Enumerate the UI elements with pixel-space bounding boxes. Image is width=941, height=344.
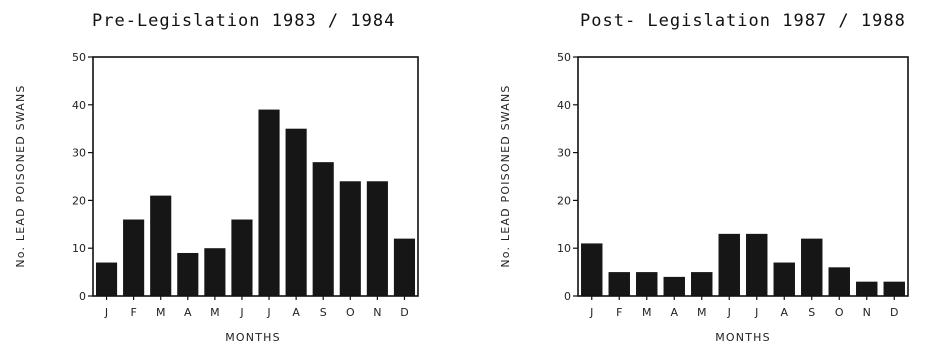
bar-10 bbox=[828, 267, 850, 296]
x-tick-label: N bbox=[373, 306, 381, 319]
y-tick-label: 0 bbox=[79, 290, 86, 303]
x-tick-label: J bbox=[727, 306, 731, 319]
y-axis-label: No. LEAD POISONED SWANS bbox=[14, 84, 27, 267]
y-tick-label: 40 bbox=[557, 99, 571, 112]
bar-2 bbox=[123, 219, 145, 296]
bar-8 bbox=[773, 262, 795, 296]
chart-post-legislation: Post- Legislation 1987 / 1988 No. LEAD P… bbox=[499, 11, 909, 344]
y-tick-label: 40 bbox=[72, 99, 86, 112]
plot-frame bbox=[92, 56, 419, 297]
y-tick-label: 30 bbox=[72, 147, 86, 160]
bar-1 bbox=[581, 243, 603, 296]
x-tick-label: M bbox=[642, 306, 652, 319]
x-tick-label: O bbox=[835, 306, 844, 319]
bar-2 bbox=[608, 272, 630, 296]
x-tick-label: A bbox=[670, 306, 678, 319]
bar-8 bbox=[285, 128, 307, 296]
x-tick-label: D bbox=[400, 306, 408, 319]
x-tick-label: J bbox=[266, 306, 270, 319]
y-tick-label: 10 bbox=[557, 242, 571, 255]
y-tick-label: 20 bbox=[557, 194, 571, 207]
chart-marks: 0 10 20 30 40 50 J F M A M J J A S O N D bbox=[72, 51, 416, 319]
x-tick-label: S bbox=[808, 306, 815, 319]
x-tick-label: J bbox=[589, 306, 593, 319]
bar-9 bbox=[801, 238, 823, 296]
chart-title: Pre-Legislation 1983 / 1984 bbox=[92, 11, 395, 31]
y-tick-label: 30 bbox=[557, 147, 571, 160]
y-tick-label: 50 bbox=[557, 51, 571, 64]
x-tick-label: A bbox=[292, 306, 300, 319]
x-tick-label: A bbox=[780, 306, 788, 319]
plot-frame bbox=[577, 56, 909, 297]
x-tick-label: J bbox=[104, 306, 108, 319]
bar-7 bbox=[746, 233, 768, 296]
x-tick-label: S bbox=[320, 306, 327, 319]
bar-1 bbox=[95, 262, 118, 296]
x-tick-label: J bbox=[239, 306, 243, 319]
x-tick-label: D bbox=[890, 306, 898, 319]
bar-4 bbox=[177, 252, 199, 296]
y-tick-label: 50 bbox=[72, 51, 86, 64]
bar-5 bbox=[204, 248, 226, 296]
bar-9 bbox=[312, 162, 334, 296]
x-tick-label: N bbox=[863, 306, 871, 319]
x-tick-label: J bbox=[754, 306, 758, 319]
chart-pre-legislation: Pre-Legislation 1983 / 1984 No. LEAD POI… bbox=[14, 11, 419, 344]
bar-7 bbox=[258, 109, 280, 296]
bar-12 bbox=[393, 238, 416, 296]
bar-5 bbox=[691, 272, 713, 296]
x-tick-label: F bbox=[616, 306, 622, 319]
x-tick-label: M bbox=[156, 306, 166, 319]
x-axis-label: MONTHS bbox=[225, 331, 281, 344]
bar-10 bbox=[339, 181, 361, 296]
bar-3 bbox=[636, 272, 658, 296]
bar-4 bbox=[663, 276, 685, 296]
bar-11 bbox=[856, 281, 878, 296]
chart-marks: 0 10 20 30 40 50 J F M A M J J A S O N D bbox=[557, 51, 905, 319]
x-tick-label: A bbox=[184, 306, 192, 319]
x-tick-label: O bbox=[346, 306, 355, 319]
x-tick-label: M bbox=[210, 306, 220, 319]
bar-6 bbox=[718, 233, 740, 296]
x-tick-label: F bbox=[130, 306, 136, 319]
x-axis-label: MONTHS bbox=[715, 331, 771, 344]
chart-title: Post- Legislation 1987 / 1988 bbox=[580, 11, 906, 31]
y-tick-label: 10 bbox=[72, 242, 86, 255]
bar-3 bbox=[150, 195, 172, 296]
bar-6 bbox=[231, 219, 253, 296]
x-tick-label: M bbox=[697, 306, 707, 319]
y-tick-label: 0 bbox=[564, 290, 571, 303]
y-tick-label: 20 bbox=[72, 194, 86, 207]
y-axis-label: No. LEAD POISONED SWANS bbox=[499, 84, 512, 267]
bar-12 bbox=[883, 281, 905, 296]
bar-11 bbox=[366, 181, 388, 296]
